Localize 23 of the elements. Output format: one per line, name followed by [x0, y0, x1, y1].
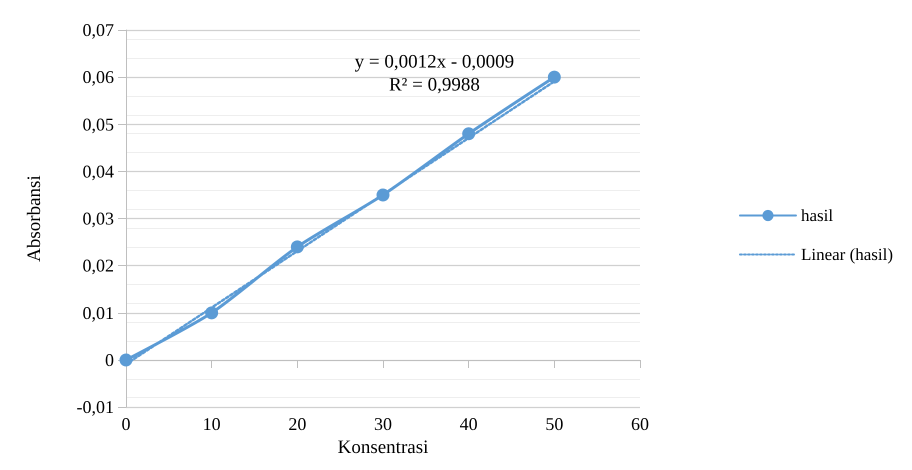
- y-axis-title: Absorbansi: [24, 175, 45, 262]
- y-tick-label: -0,01: [76, 397, 114, 418]
- y-tick-label: 0,02: [82, 256, 114, 276]
- x-tick-label: 50: [545, 414, 564, 434]
- y-tick-label: 0,07: [82, 20, 114, 40]
- annotation: R² = 0,9988: [388, 74, 480, 96]
- x-tick-label: 60: [631, 414, 649, 434]
- y-tick-label: 0,03: [82, 208, 114, 229]
- x-tick-label: 30: [374, 414, 392, 434]
- x-tick-label: 10: [202, 414, 221, 434]
- x-tick-label: 40: [460, 414, 478, 434]
- y-tick-label: 0,04: [82, 161, 114, 182]
- y-tick-label: 0,01: [82, 302, 114, 323]
- legend-label: hasil: [800, 206, 834, 225]
- x-axis-title: Konsentrasi: [338, 437, 428, 458]
- x-tick-label: 0: [122, 414, 130, 434]
- point: [548, 70, 561, 84]
- y-tick-label: 0,06: [82, 67, 114, 88]
- y-tick-label: 0,05: [82, 114, 114, 134]
- annotation: y = 0,0012x - 0,0009: [354, 52, 514, 73]
- x-tick-label: 20: [288, 414, 306, 434]
- y-tick-label: 0: [105, 350, 114, 370]
- legend-label: Linear (hasil): [800, 245, 894, 264]
